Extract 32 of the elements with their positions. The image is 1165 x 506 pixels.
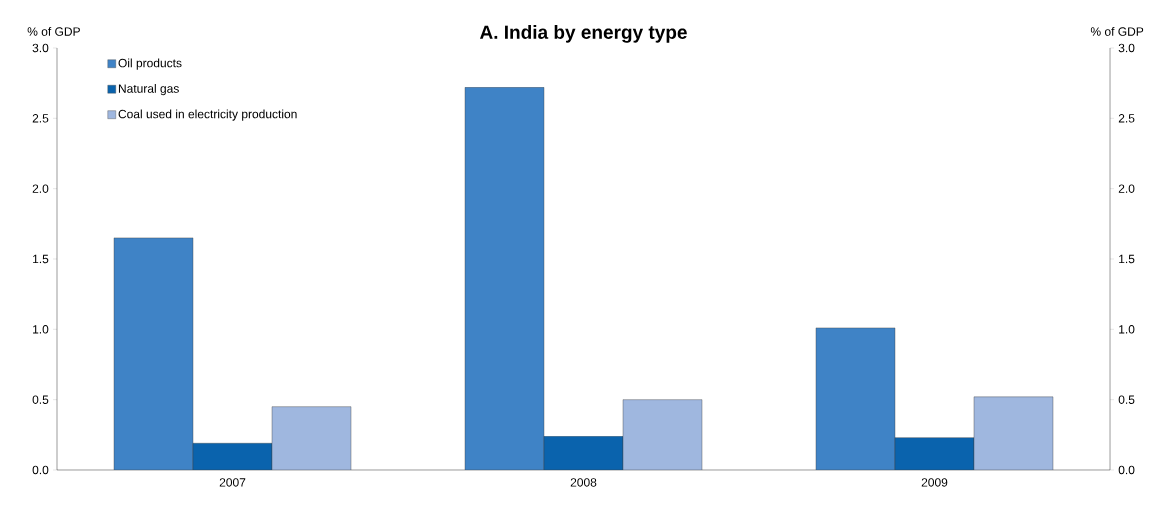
y-tick-label: 1.5 bbox=[33, 254, 49, 264]
x-tick-label: 2007 bbox=[219, 478, 246, 487]
y-tick-label: 3.0 bbox=[32, 43, 49, 53]
bar bbox=[271, 406, 352, 470]
bar bbox=[192, 443, 273, 470]
bar bbox=[622, 399, 703, 470]
y-tick-label: 2.0 bbox=[32, 184, 49, 193]
chart-title: A. India by energy type bbox=[479, 25, 687, 43]
y2-tick-label: 2.0 bbox=[1118, 184, 1135, 193]
y2-tick-label: 0.5 bbox=[1118, 395, 1135, 404]
y2-tick-label: 2.5 bbox=[1118, 114, 1135, 123]
y2-tick-label: 1.5 bbox=[1119, 254, 1135, 264]
y2-tick-label: 3.0 bbox=[1118, 43, 1135, 53]
legend-label: Oil products bbox=[118, 58, 182, 70]
y-axis-title: % of GDP bbox=[27, 26, 80, 36]
bar bbox=[973, 396, 1054, 470]
y-tick-label: 0.5 bbox=[32, 395, 49, 404]
bar bbox=[815, 327, 896, 470]
legend-label: Coal used in electricity production bbox=[118, 109, 297, 121]
bar bbox=[113, 237, 194, 470]
y2-axis-title: % of GDP bbox=[1090, 26, 1144, 36]
x-tick-label: 2009 bbox=[921, 478, 948, 487]
bar bbox=[894, 437, 975, 470]
y-tick-label: 0.0 bbox=[32, 465, 49, 475]
bar bbox=[543, 436, 624, 470]
y2-tick-label: 0.0 bbox=[1118, 465, 1135, 475]
y-tick-label: 2.5 bbox=[32, 114, 49, 123]
bar bbox=[464, 87, 545, 470]
y-tick-label: 1.0 bbox=[33, 325, 49, 334]
x-tick-label: 2008 bbox=[570, 478, 597, 487]
y2-tick-label: 1.0 bbox=[1119, 325, 1135, 334]
legend-label: Natural gas bbox=[118, 83, 179, 96]
